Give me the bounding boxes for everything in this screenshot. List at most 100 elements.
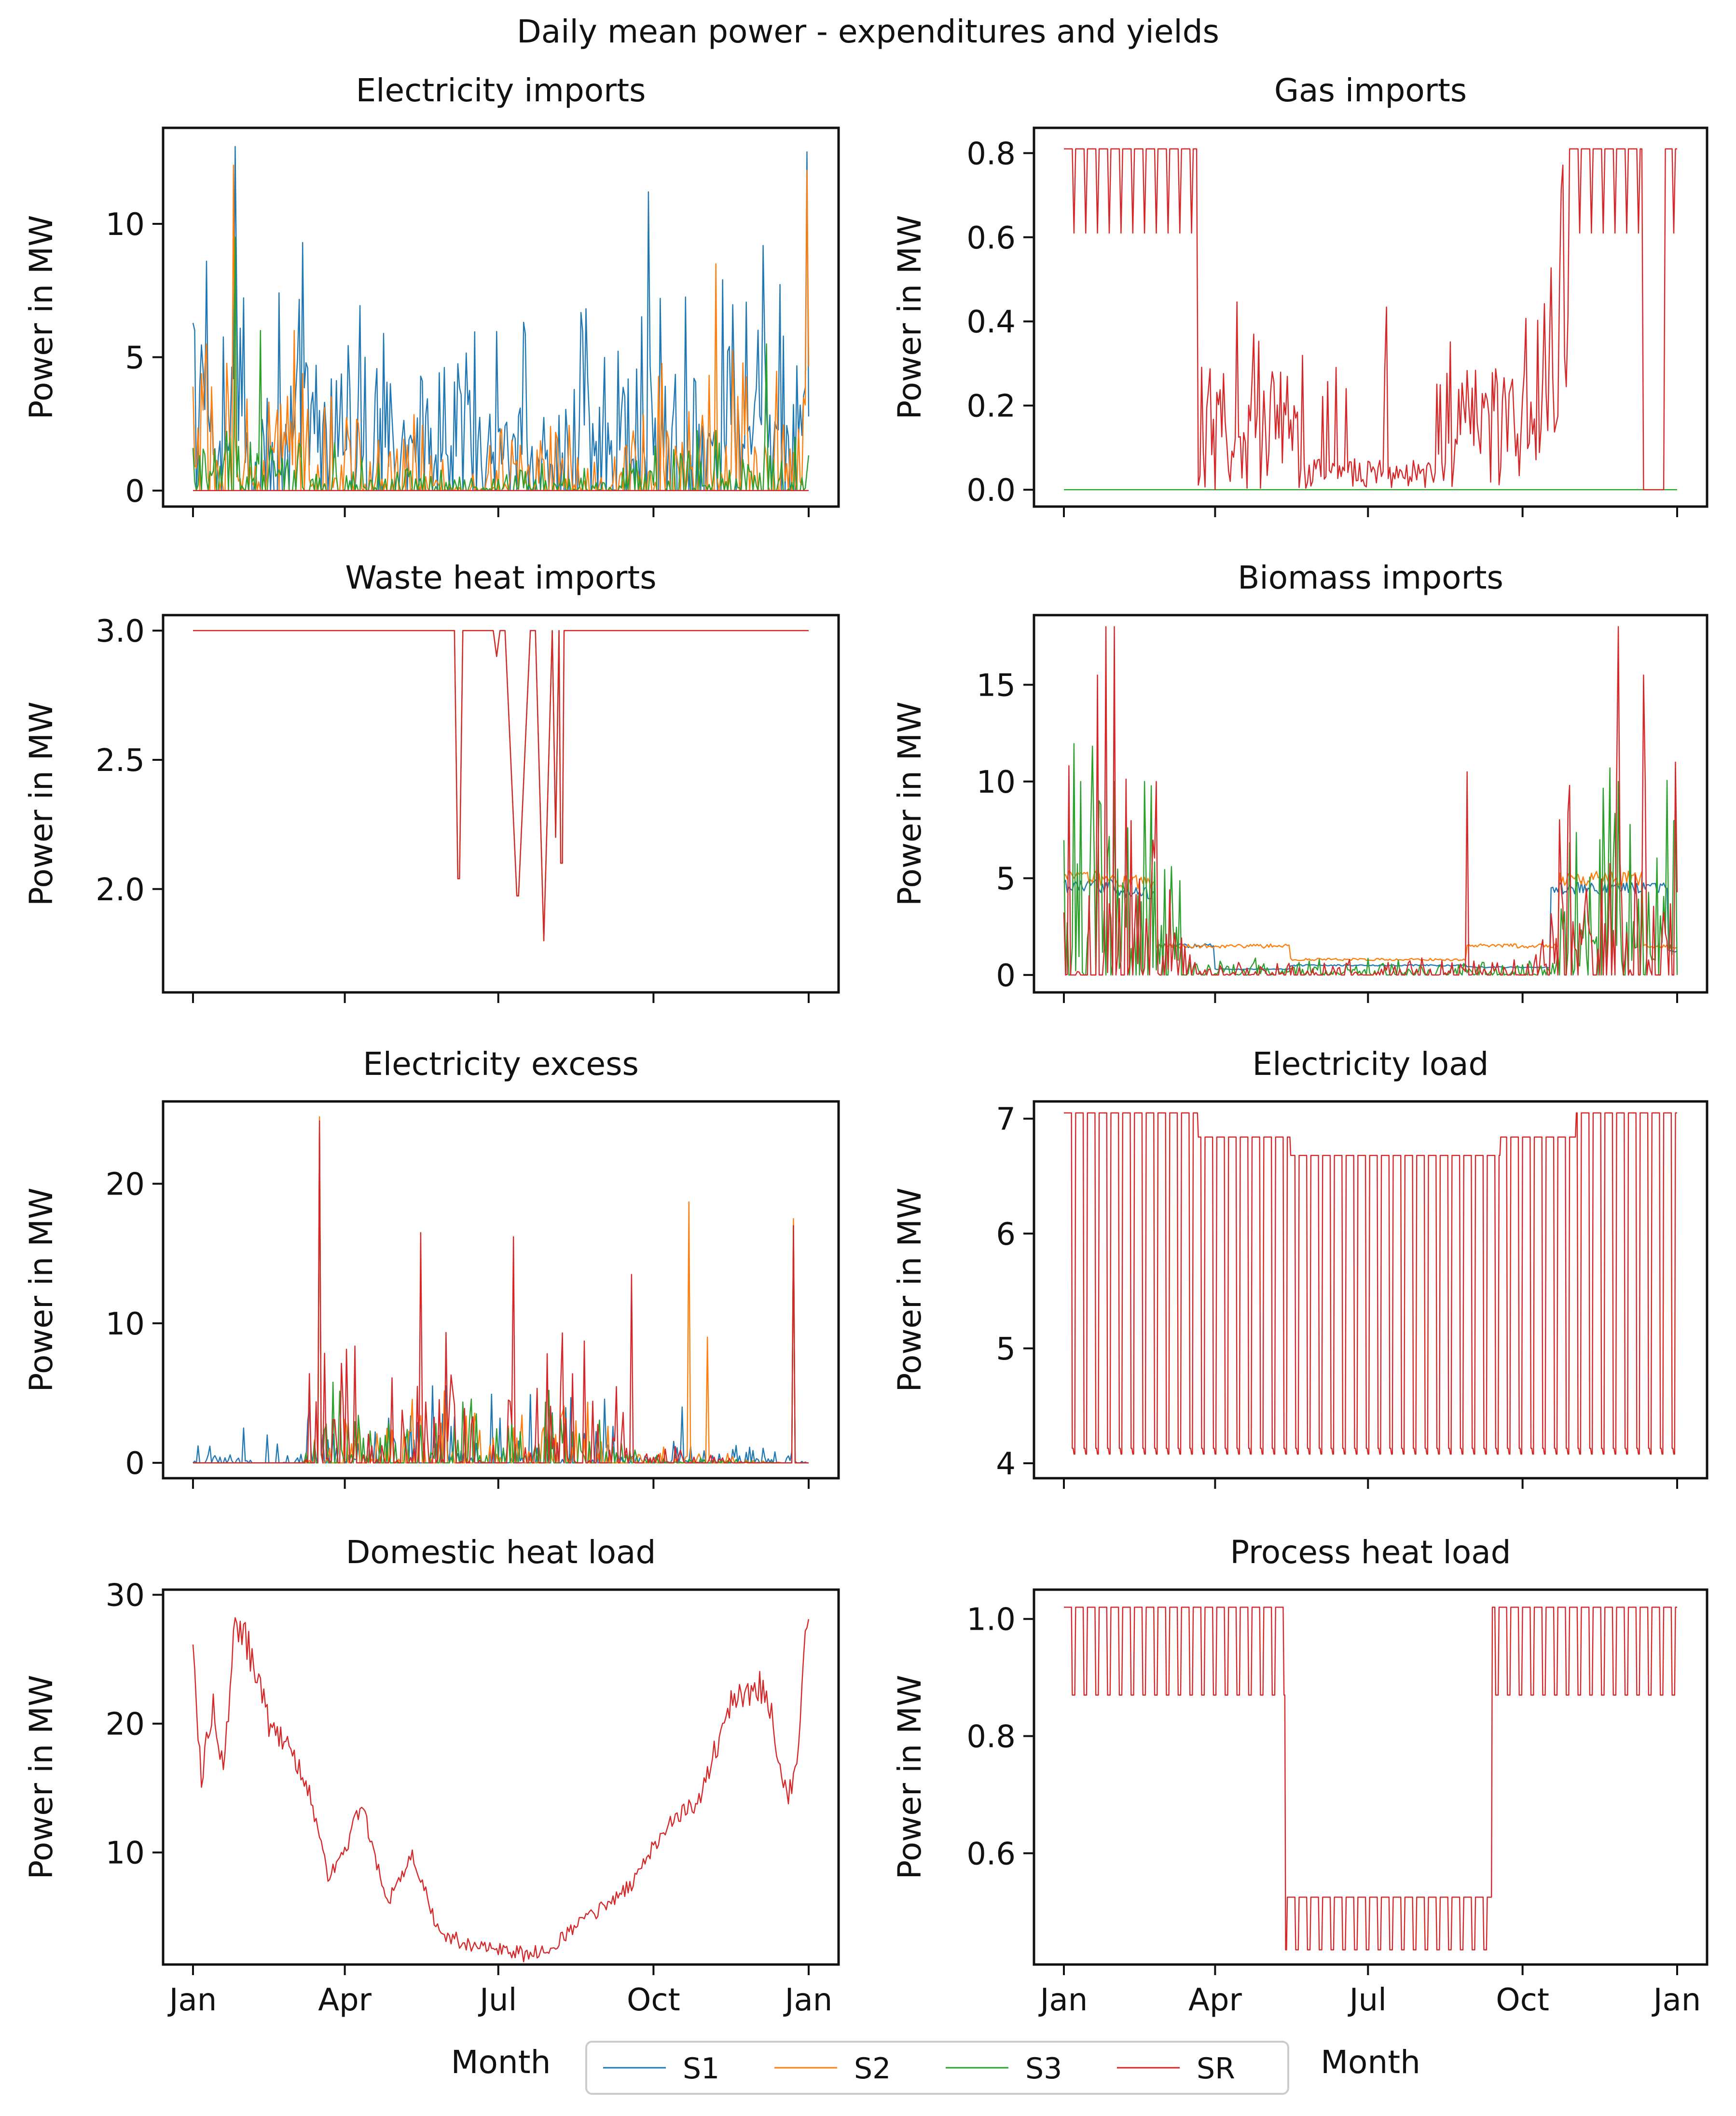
plot-area [1064,148,1677,491]
axes-frame [1033,126,1708,508]
panels: Electricity imports Power in MW 0 5 10 Gas im… [23,72,1708,2081]
panel-2: Gas imports Power in MW 0.0 0.2 0.4 0.6 0.8 [891,72,1708,517]
panel-title: Process heat load [1230,1534,1511,1571]
legend-label-s2: S2 [854,2052,891,2086]
y-tick-label: 1.0 [966,1602,1016,1638]
y-axis-label: Power in MW [23,215,60,420]
y-tick-label: 0 [125,1446,145,1482]
y-tick-label: 0.4 [966,304,1016,340]
panel-title: Domestic heat load [346,1534,656,1571]
series-line-sr [1063,626,1678,976]
panel-title: Gas imports [1274,72,1467,109]
y-tick-label: 2.0 [96,872,145,908]
panel-title: Electricity load [1253,1045,1489,1083]
y-axis-label: Power in MW [23,701,60,906]
y-tick-label: 0.0 [966,473,1016,508]
y-tick-label: 5 [996,1332,1016,1367]
y-tick-label: 2.5 [96,743,145,779]
y-tick-label: 10 [106,207,145,243]
plot-area [193,1116,809,1464]
x-tick-label: Oct [1496,1982,1549,2018]
y-tick-label: 6 [996,1217,1016,1252]
y-axis-label: Power in MW [23,1675,60,1880]
y-axis-label: Power in MW [891,1188,928,1392]
y-tick-label: 10 [106,1306,145,1342]
y-tick-label: 15 [977,668,1016,703]
panel-title: Electricity excess [363,1045,639,1083]
series-line-sr [1064,1112,1677,1455]
y-tick-label: 7 [996,1102,1016,1138]
y-tick-label: 0.2 [966,389,1016,425]
panel-8: Process heat load Power in MW 0.6 0.8 1.0 Jan… [891,1534,1708,2081]
x-tick-label: Jan [1038,1982,1088,2018]
panel-5: Electricity excess Power in MW 0 10 20 [23,1045,840,1489]
y-tick-label: 20 [106,1167,145,1203]
x-tick-label: Apr [318,1982,372,2018]
figure-title: Daily mean power - expenditures and yiel… [517,13,1219,50]
x-tick-label: Jul [1348,1982,1387,2018]
axes-frame [1033,614,1708,994]
x-tick-label: Apr [1188,1982,1242,2018]
y-tick-label: 3.0 [96,614,145,649]
panel-3: Waste heat imports Power in MW 2.0 2.5 3.0 [23,559,840,1003]
y-tick-label: 0.8 [966,136,1016,172]
series-line-s3 [193,630,809,942]
panel-1: Electricity imports Power in MW 0 5 10 [23,72,840,517]
legend-label-s3: S3 [1025,2052,1062,2086]
y-tick-label: 10 [106,1836,145,1871]
axes-frame [162,1588,840,1966]
y-tick-label: 30 [106,1578,145,1614]
series-line-sr [193,1120,809,1464]
panel-4: Biomass imports Power in MW 0 5 10 15 [891,559,1708,1003]
y-tick-label: 10 [977,765,1016,800]
series-line-s3 [1063,743,1678,976]
axes-frame [1033,1588,1708,1966]
x-tick-label: Jan [1652,1982,1701,2018]
series-line-sr [1064,1607,1677,1951]
y-tick-label: 0.6 [966,220,1016,256]
legend-label-sr: SR [1197,2052,1235,2086]
x-tick-label: Jan [167,1982,217,2018]
series-line-sr [192,1617,810,1963]
plot-area [1064,1607,1677,1951]
panel-6: Electricity load Power in MW 4 5 6 7 [891,1045,1708,1489]
y-axis-label: Power in MW [891,215,928,420]
plot-area [193,630,809,942]
y-tick-label: 5 [996,861,1016,897]
y-tick-label: 0 [996,958,1016,994]
y-axis-label: Power in MW [891,1675,928,1880]
legend: S1 S2 S3 SR [585,2041,1289,2095]
panel-title: Waste heat imports [345,559,656,596]
x-tick-label: Jan [783,1982,833,2018]
series-line-sr [193,630,809,942]
series-line-s1 [193,1120,809,1464]
x-tick-label: Oct [627,1982,680,2018]
series-line-s2 [193,1116,809,1464]
panel-title: Biomass imports [1238,559,1503,596]
y-tick-label: 20 [106,1707,145,1743]
legend-box [585,2041,1289,2095]
axes-frame [162,614,840,994]
y-axis-label: Power in MW [891,701,928,906]
y-tick-label: 0.8 [966,1719,1016,1755]
plot-area [192,1617,810,1963]
panel-title: Electricity imports [356,72,646,109]
series-line-sr [1064,148,1677,491]
axes-frame [162,126,840,508]
x-axis-label: Month [451,2044,551,2081]
plot-area [1063,626,1678,976]
axes-frame [1033,1100,1708,1480]
plot-area [192,146,810,491]
x-tick-label: Jul [478,1982,517,2018]
x-axis-label: Month [1321,2044,1420,2081]
y-tick-label: 4 [996,1446,1016,1482]
panel-7: Domestic heat load Power in MW 10 20 30 Jan Ap… [23,1534,840,2081]
y-axis-label: Power in MW [23,1188,60,1392]
plot-area [1064,1112,1677,1455]
axes-frame [162,1100,840,1480]
y-tick-label: 0.6 [966,1836,1016,1872]
legend-label-s1: S1 [683,2052,719,2086]
y-tick-label: 5 [125,340,145,376]
y-tick-label: 0 [125,474,145,509]
